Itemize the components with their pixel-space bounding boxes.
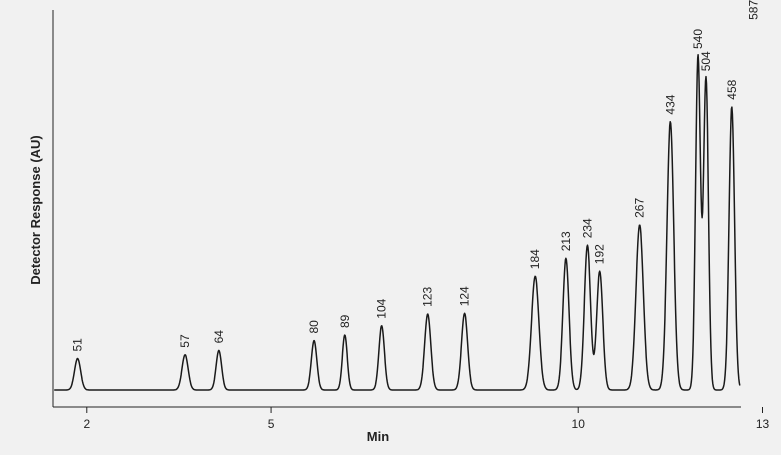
peak-label: 234: [580, 218, 594, 238]
x-tick-label: 10: [572, 417, 586, 431]
peak-label: 64: [212, 330, 226, 344]
y-axis-title: Detector Response (AU): [28, 135, 43, 285]
peak-label: 104: [375, 298, 389, 318]
peak-label: 192: [593, 244, 607, 264]
peak-labels: 51 57 64 80 89 104 123 124 184 213 234 192 267 434 540…: [71, 0, 761, 352]
peak-label: 267: [633, 198, 647, 218]
peak-label: 57: [178, 334, 192, 348]
peak-label: 80: [307, 320, 321, 334]
x-tick-label: 2: [83, 417, 90, 431]
peak-label: 434: [663, 94, 677, 114]
x-ticks: 2 5 10 13: [83, 407, 769, 431]
axes: [52, 10, 741, 408]
peak-label: 504: [699, 51, 713, 71]
x-tick-label: 13: [756, 417, 770, 431]
peak-label: 587: [746, 0, 760, 20]
peak-label: 458: [725, 79, 739, 99]
peak-label: 184: [528, 249, 542, 269]
peak-label: 51: [71, 338, 85, 352]
peak-label: 213: [559, 231, 573, 251]
peak-label: 89: [338, 314, 352, 328]
peak-label: 540: [691, 29, 705, 49]
x-axis-title: Min: [367, 429, 389, 444]
peak-label: 123: [421, 287, 435, 307]
peak-label: 124: [458, 286, 472, 306]
chromatogram-trace: [53, 53, 741, 391]
x-tick-label: 5: [268, 417, 275, 431]
